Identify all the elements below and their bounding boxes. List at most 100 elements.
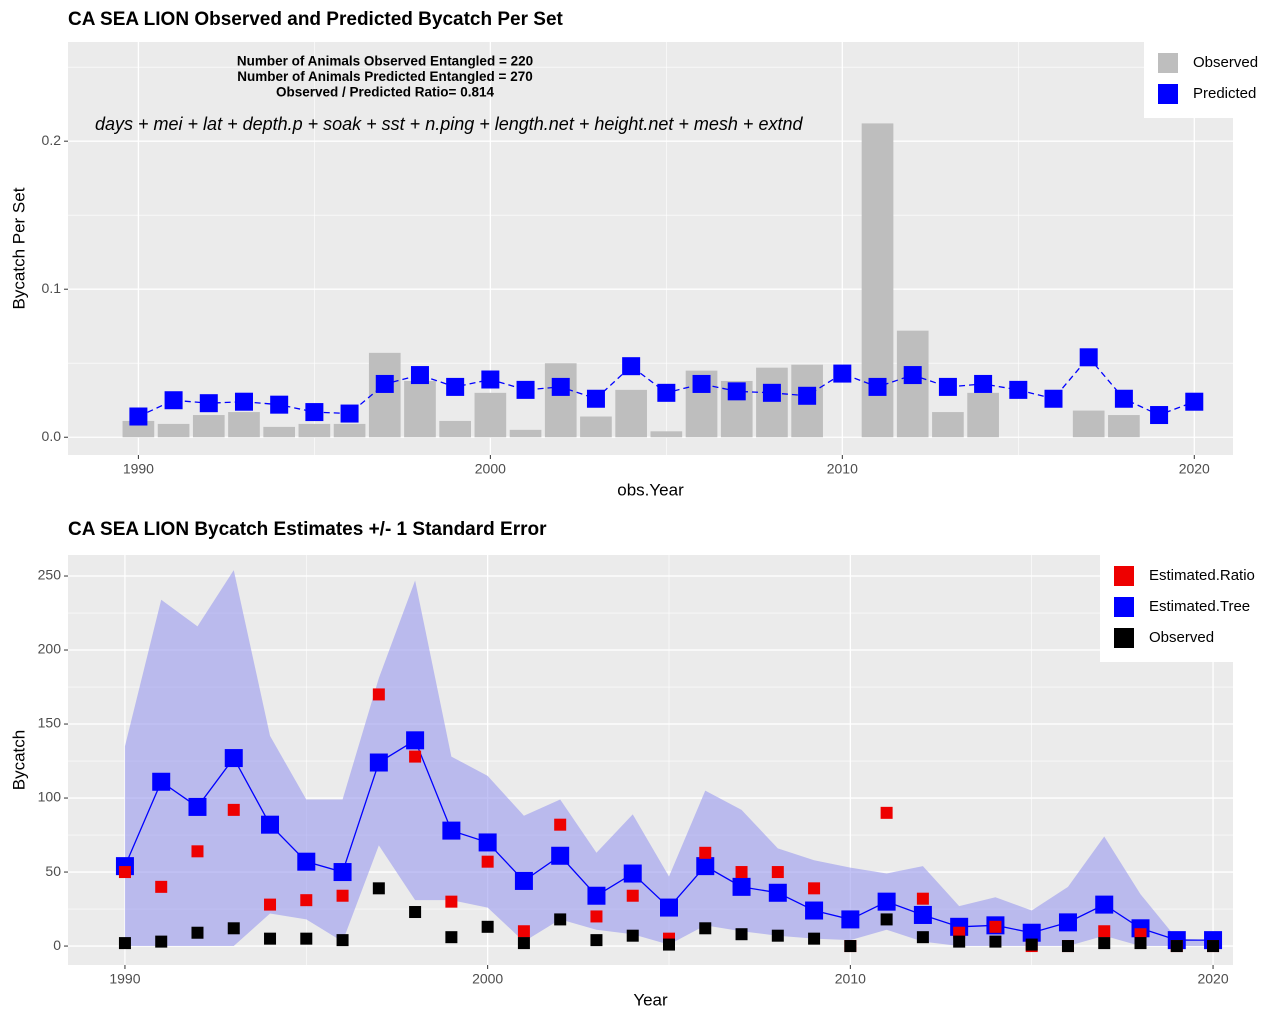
point <box>833 364 852 383</box>
point <box>375 374 394 393</box>
point <box>880 806 893 819</box>
point <box>336 934 349 947</box>
x-axis-title: obs.Year <box>617 480 684 499</box>
point <box>692 374 711 393</box>
point <box>989 920 1002 933</box>
annotation: Number of Animals Predicted Entangled = … <box>237 69 532 84</box>
point <box>551 846 570 865</box>
point <box>844 940 857 953</box>
x-tick-label: 2010 <box>827 461 858 477</box>
point <box>199 394 218 413</box>
point <box>768 883 787 902</box>
point <box>699 922 712 935</box>
point <box>333 863 352 882</box>
point <box>264 898 277 911</box>
legend-label: Observed <box>1193 54 1258 71</box>
y-axis-title: Bycatch Per Set <box>9 187 28 309</box>
point <box>372 688 385 701</box>
point <box>188 797 207 816</box>
point <box>340 404 359 423</box>
point <box>938 377 957 396</box>
y-tick-label: 200 <box>38 641 62 657</box>
point <box>798 386 817 405</box>
bar <box>615 389 647 438</box>
point <box>735 928 748 941</box>
point <box>118 866 131 879</box>
point <box>735 866 748 879</box>
point <box>409 906 422 919</box>
point <box>264 932 277 945</box>
point <box>445 931 458 944</box>
x-tick-label: 2020 <box>1179 461 1210 477</box>
point <box>152 772 171 791</box>
point <box>1098 925 1111 938</box>
point <box>305 403 324 422</box>
bar <box>298 423 331 438</box>
point <box>481 370 500 389</box>
point <box>699 846 712 859</box>
bar <box>544 363 577 438</box>
x-tick-label: 2000 <box>475 461 506 477</box>
point <box>1079 348 1098 367</box>
point <box>916 931 929 944</box>
point <box>626 889 639 902</box>
point <box>336 889 349 902</box>
x-tick-label: 2020 <box>1197 971 1228 987</box>
point <box>155 935 168 948</box>
point <box>442 821 461 840</box>
bar <box>333 423 366 438</box>
point <box>478 833 497 852</box>
point <box>590 934 603 947</box>
point <box>586 389 605 408</box>
point <box>808 882 821 895</box>
point <box>234 392 253 411</box>
bar <box>157 423 190 438</box>
chart-title: CA SEA LION Bycatch Estimates +/- 1 Stan… <box>68 519 547 540</box>
point <box>554 913 567 926</box>
bar <box>650 431 683 438</box>
point <box>659 898 678 917</box>
legend-label: Predicted <box>1193 85 1256 102</box>
point <box>696 857 715 876</box>
point <box>164 391 183 410</box>
point <box>1058 913 1077 932</box>
point <box>516 380 535 399</box>
bar <box>474 392 507 438</box>
bar <box>263 426 296 438</box>
bar <box>228 412 260 438</box>
bar <box>967 392 999 438</box>
point <box>1207 940 1220 953</box>
bar <box>1072 410 1105 438</box>
point <box>1025 938 1038 951</box>
legend-key <box>1114 628 1134 648</box>
point <box>623 864 642 883</box>
x-tick-label: 1990 <box>109 971 140 987</box>
point <box>974 374 993 393</box>
point <box>297 852 316 871</box>
bar <box>192 415 225 438</box>
bar <box>1108 415 1140 438</box>
point <box>1044 389 1063 408</box>
legend-key <box>1158 53 1178 73</box>
bar <box>439 420 471 438</box>
point <box>989 935 1002 948</box>
point <box>445 895 458 908</box>
point <box>227 803 240 816</box>
point <box>554 818 567 831</box>
x-axis-title: Year <box>633 990 668 1009</box>
legend-key <box>1114 597 1134 617</box>
legend-label: Estimated.Ratio <box>1149 567 1255 584</box>
point <box>129 407 148 426</box>
point <box>372 882 385 895</box>
point <box>1061 940 1074 953</box>
point <box>727 382 746 401</box>
point <box>622 357 641 376</box>
point <box>1150 406 1169 425</box>
point <box>261 815 280 834</box>
y-tick-label: 50 <box>45 863 61 879</box>
error-band <box>124 570 1214 947</box>
point <box>880 913 893 926</box>
point <box>953 935 966 948</box>
legend-label: Estimated.Tree <box>1149 598 1250 615</box>
